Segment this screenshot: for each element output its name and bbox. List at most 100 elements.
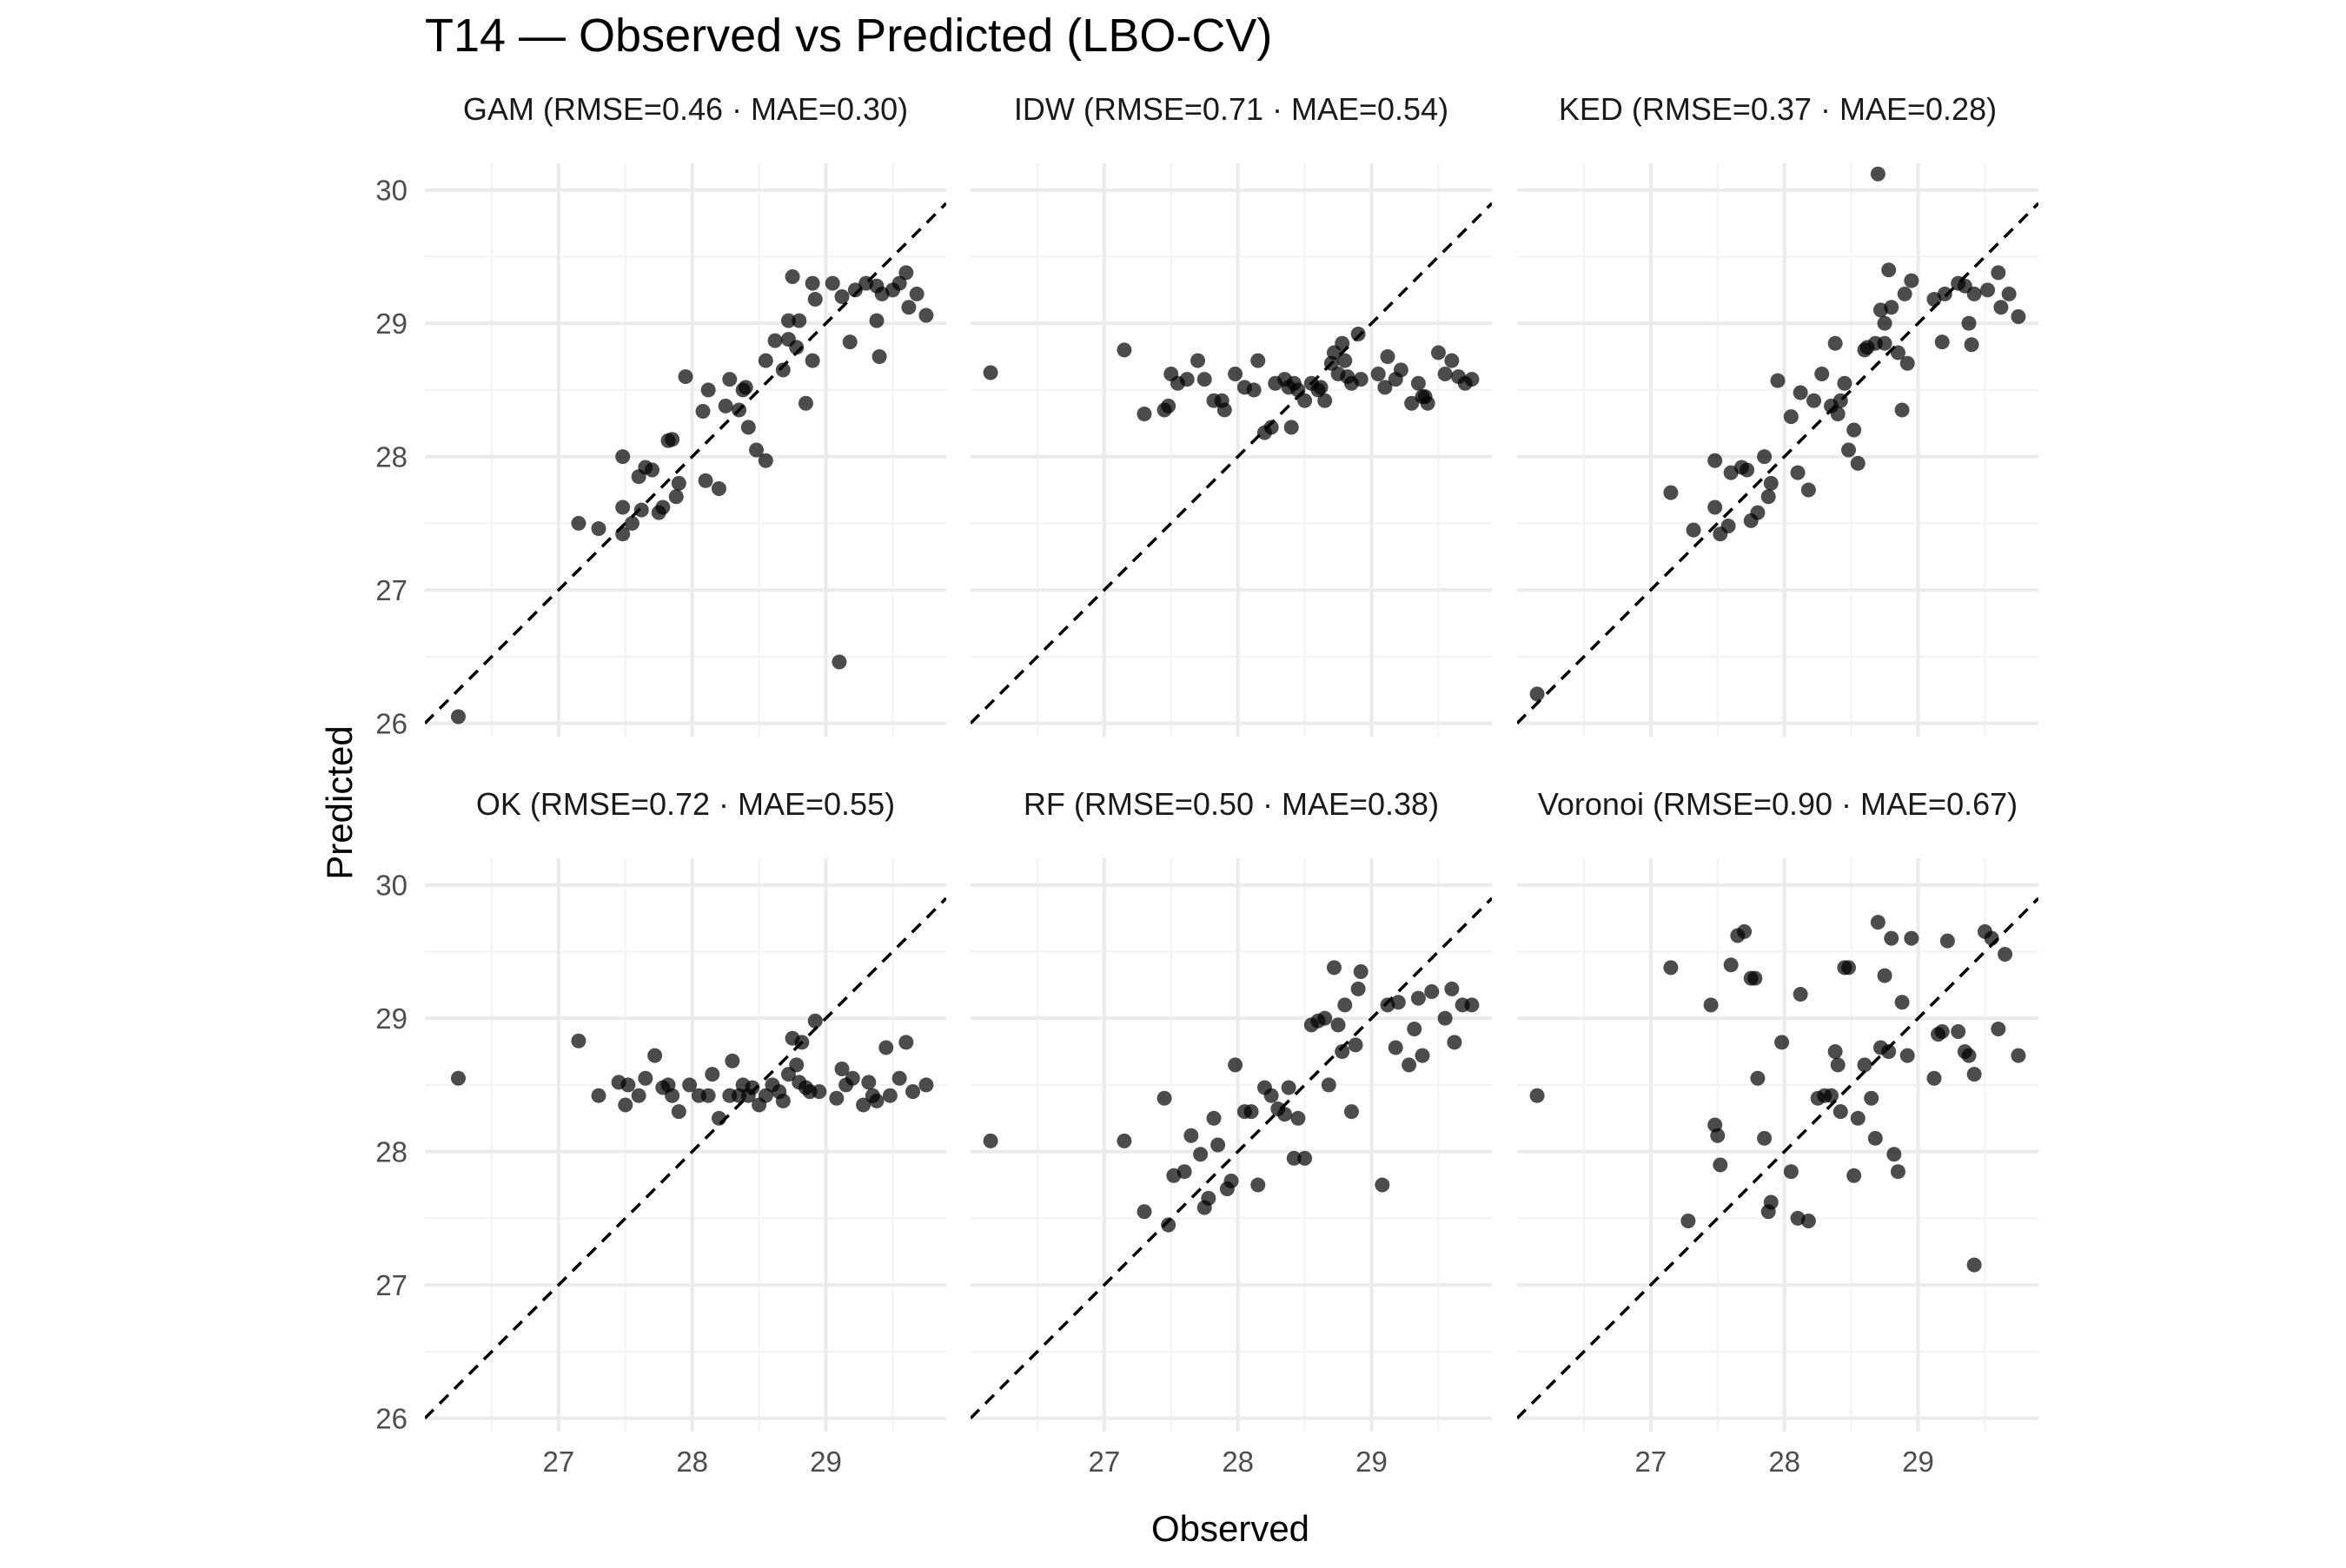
data-point [1884,300,1899,315]
panel-rf: RF (RMSE=0.50 · MAE=0.38) 27 28 29 [971,786,1492,1478]
data-point [633,502,649,518]
data-point [767,333,783,348]
data-point [1827,335,1843,351]
data-point [834,1062,850,1077]
data-point [1317,1010,1333,1026]
data-point [1832,393,1848,408]
data-point [834,288,850,304]
data-point [1228,1057,1243,1073]
data-point [1763,475,1779,491]
data-point [591,521,606,537]
data-point [1830,1057,1846,1073]
data-point [1326,960,1342,976]
y-tick-label: 30 [375,870,408,902]
data-point [789,1057,805,1073]
data-point [1877,315,1892,331]
data-point [1897,286,1912,301]
data-point [869,313,885,328]
x-tick-label: 27 [1634,1446,1667,1478]
data-point [711,1110,726,1126]
data-point [1886,1147,1902,1162]
chart-title: T14 — Observed vs Predicted (LBO-CV) [425,10,1272,62]
data-point [1881,1044,1897,1060]
data-point [740,420,756,435]
data-point [1176,1164,1192,1180]
x-axis-label: Observed [1151,1508,1309,1549]
data-point [871,349,887,365]
data-point [1179,372,1195,387]
data-point [1529,686,1545,702]
x-tick-label: 27 [1088,1446,1120,1478]
y-tick-label: 29 [375,1002,408,1035]
data-point [1350,326,1366,341]
data-point [1904,273,1919,288]
x-tick-label: 29 [1902,1446,1934,1478]
data-point [738,380,753,395]
data-point [1867,1130,1883,1146]
data-point [1283,420,1299,435]
data-point [825,275,840,291]
data-point [1894,995,1910,1010]
x-tick-label: 28 [676,1446,708,1478]
reference-line [971,202,1492,724]
data-point [792,313,807,328]
data-point [1286,1150,1302,1166]
data-point [1814,367,1830,382]
data-point [1680,1213,1696,1228]
data-point [918,1077,934,1093]
data-point [983,1133,998,1148]
data-point [655,500,671,515]
data-point [1793,987,1808,1002]
x-tick-label: 29 [810,1446,842,1478]
data-point [571,1033,586,1049]
panels-group: GAM (RMSE=0.46 · MAE=0.30) 26 27 28 29 30 IDW … [375,91,2038,1478]
data-point [891,1070,907,1086]
data-point [725,1053,740,1068]
data-point [671,475,686,491]
data-point [665,1088,680,1103]
data-point [1710,1128,1726,1143]
data-point [1870,915,1885,930]
data-point [1890,1164,1905,1180]
data-point [732,402,747,418]
x-tick-label: 28 [1222,1446,1254,1478]
data-point [665,432,680,447]
data-point [842,334,858,350]
data-point [812,1084,827,1100]
data-point [1993,300,2009,315]
data-point [1420,395,1435,411]
data-point [631,1088,646,1103]
data-point [1757,449,1773,465]
data-point [1353,963,1368,979]
data-point [718,398,733,414]
data-point [1881,262,1897,278]
data-point [1713,1157,1728,1173]
data-point [1161,1217,1176,1233]
data-point [1841,442,1857,458]
data-point [682,1077,698,1093]
data-point [1894,402,1910,418]
data-point [1393,362,1408,378]
data-point [1877,335,1892,351]
data-point [1161,398,1176,414]
data-point [615,500,631,515]
data-point [1464,997,1480,1013]
panel-voronoi: Voronoi (RMSE=0.90 · MAE=0.67) 27 28 29 [1517,786,2038,1478]
data-point [1806,393,1822,408]
panel-ked: KED (RMSE=0.37 · MAE=0.28) [1517,91,2038,737]
data-point [798,395,813,411]
data-point [1216,402,1232,418]
data-point [1877,968,1892,983]
data-point [794,1035,810,1050]
data-point [749,442,765,458]
data-point [1991,265,2006,281]
data-point [1407,1021,1422,1036]
data-point [1737,923,1753,939]
data-point [775,362,791,378]
data-point [1770,373,1786,388]
y-tick-label: 26 [375,708,408,740]
data-point [1899,355,1915,371]
data-point [1846,422,1862,438]
x-tick-label: 27 [542,1446,574,1478]
data-point [1353,372,1368,387]
